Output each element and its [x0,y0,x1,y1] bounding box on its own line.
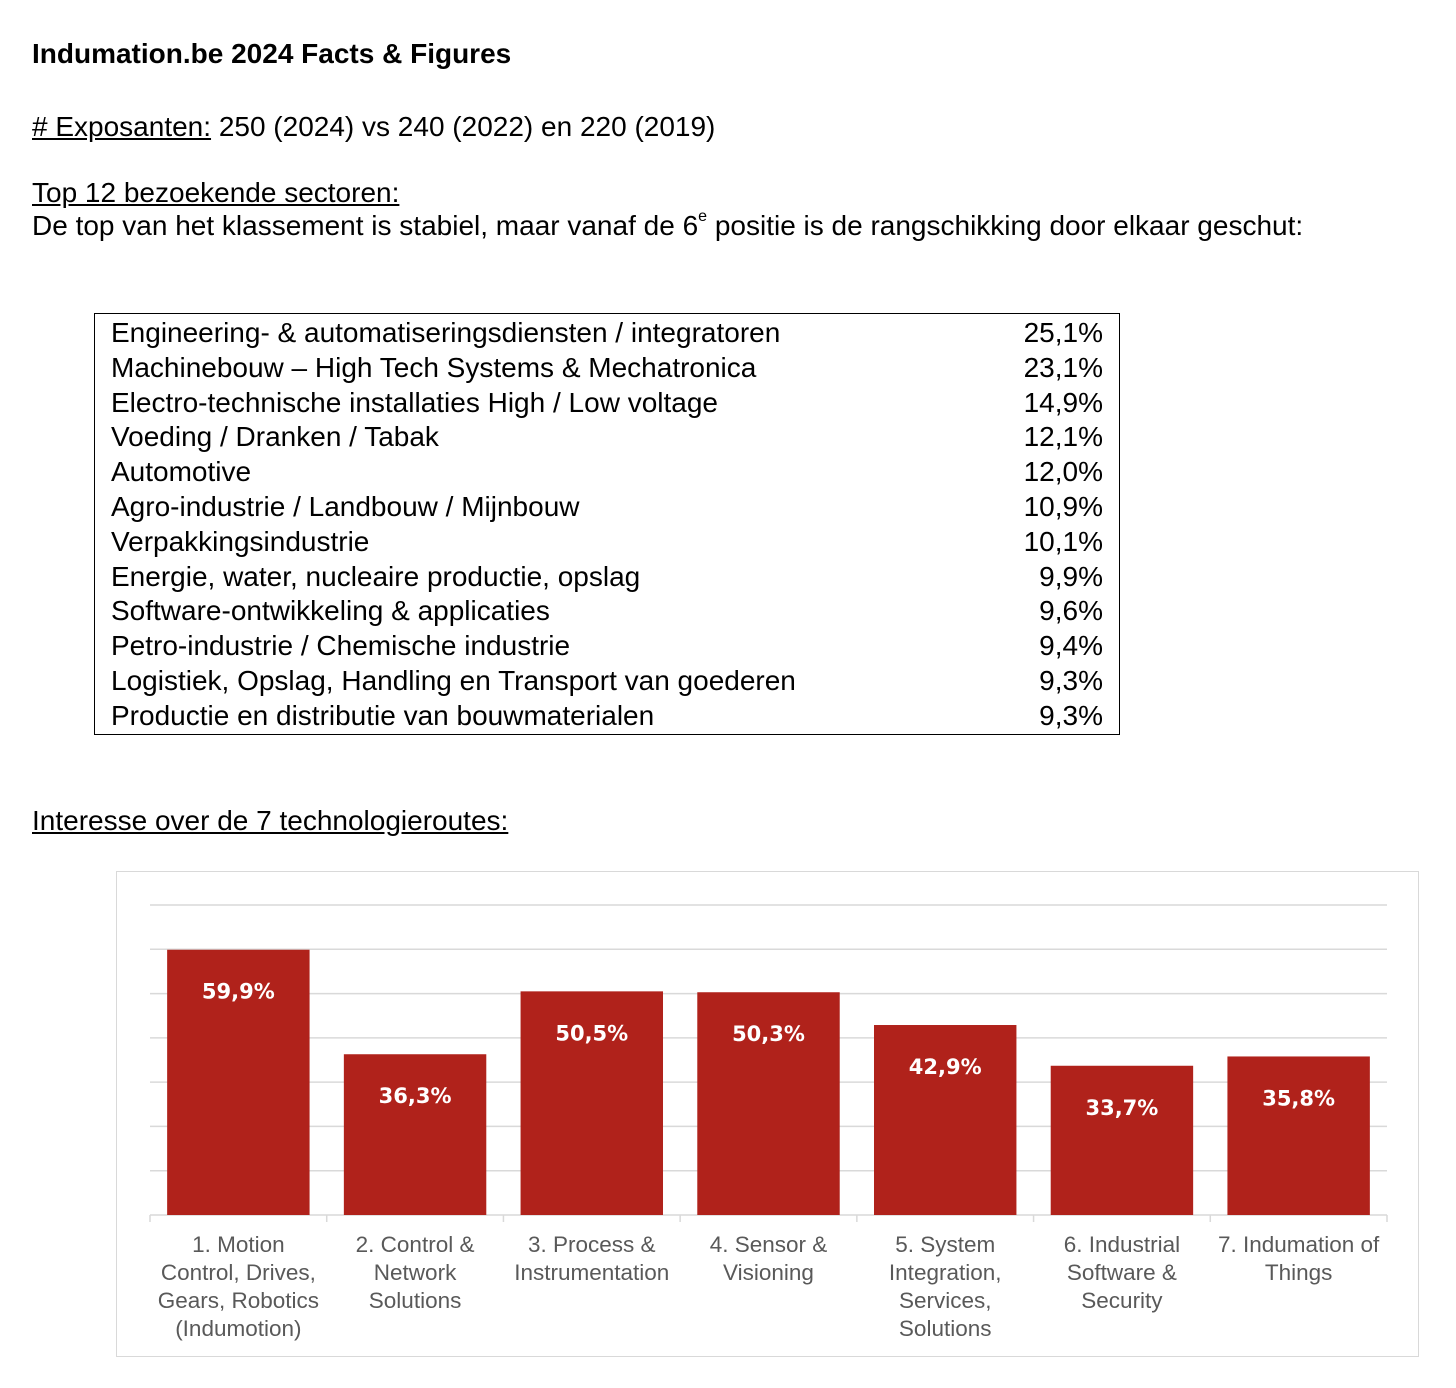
sector-name: Engineering- & automatiseringsdiensten /… [111,317,781,348]
category-label: 7. Indumation of [1218,1232,1380,1257]
bar-value-label: 42,9% [909,1055,982,1079]
sector-name: Energie, water, nucleaire productie, ops… [111,560,641,592]
sector-name: Software-ontwikkeling & applicaties [111,595,550,627]
bar [520,991,664,1215]
sector-row: Verpakkingsindustrie 10,1% [95,525,1120,560]
sector-name: Machinebouw – High Tech Systems & Mechat… [111,351,757,383]
sector-row: Electro-technische installaties High / L… [95,386,1120,421]
sector-row: Engineering- & automatiseringsdiensten /… [95,314,1120,351]
bar [343,1054,487,1215]
bar [697,992,840,1215]
category-label: 1. Motion [192,1232,285,1257]
sector-row: Automotive 12,0% [95,455,1120,490]
sector-name: Logistiek, Opslag, Handling en Transport… [111,664,796,696]
exhibitors-line: # Exposanten: 250 (2024) vs 240 (2022) e… [32,109,715,145]
sector-percentage: 25,1% [1023,317,1103,348]
category-label: Visioning [723,1260,814,1285]
sector-row: Logistiek, Opslag, Handling en Transport… [95,664,1120,699]
page-title: Indumation.be 2024 Facts & Figures [32,38,512,69]
category-label: Control, Drives, [161,1260,316,1285]
exhibitors-label: # Exposanten: [32,111,212,142]
bar [1227,1056,1370,1215]
category-label: Integration, [889,1260,1002,1285]
sector-row: Energie, water, nucleaire productie, ops… [95,560,1120,595]
category-label: Network [374,1260,457,1285]
category-label: 4. Sensor & [710,1232,828,1257]
sector-percentage: 10,1% [1023,525,1103,557]
sector-row: Productie en distributie van bouwmateria… [95,699,1120,734]
intro-superscript: e [698,208,708,225]
category-label: 3. Process & [528,1232,656,1257]
category-label: Solutions [899,1316,992,1341]
category-label: 6. Industrial [1064,1232,1180,1257]
exhibitors-text: 250 (2024) vs 240 (2022) en 220 (2019) [218,111,716,142]
sector-percentage: 12,0% [1023,456,1103,488]
category-label: Security [1081,1288,1163,1313]
routes-heading: Interesse over de 7 technologieroutes: [32,805,509,836]
sector-row: Petro-industrie / Chemische industrie 9,4… [95,629,1120,664]
category-label: Services, [899,1288,992,1313]
sector-name: Verpakkingsindustrie [111,525,370,557]
sector-percentage: 10,9% [1023,490,1103,522]
routes-chart-frame: 59,9% 1. Motion Control, Drives, Gears, Rob… [116,871,1419,1357]
bar-value-label: 33,7% [1085,1096,1158,1120]
sector-table: Engineering- & automatiseringsdiensten /… [94,313,1120,735]
sector-percentage: 14,9% [1023,386,1103,418]
sector-name: Productie en distributie van bouwmateria… [111,699,655,731]
sector-percentage: 9,9% [1039,560,1103,592]
sector-percentage: 23,1% [1023,351,1103,383]
bar-value-label: 36,3% [379,1084,452,1108]
sectors-heading: Top 12 bezoekende sectoren: [32,177,400,208]
category-label: 5. System [895,1232,995,1257]
sectors-intro: De top van het klassement is stabiel, ma… [32,209,1332,243]
category-label: (Indumotion) [175,1316,301,1341]
sector-name: Electro-technische installaties High / L… [111,386,718,418]
category-label: 2. Control & [356,1232,475,1257]
sector-row: Machinebouw – High Tech Systems & Mechat… [95,351,1120,386]
category-label: Instrumentation [514,1260,669,1285]
intro-text-start: De top van het klassement is stabiel, ma… [32,210,699,241]
routes-bar-chart: 59,9% 1. Motion Control, Drives, Gears, Rob… [149,904,1388,1341]
intro-text-end: positie is de rangschikking door elkaar … [707,210,1304,241]
sector-row: Agro-industrie / Landbouw / Mijnbouw 10,9… [95,490,1120,525]
sector-percentage: 12,1% [1023,421,1103,453]
sector-percentage: 9,3% [1039,699,1103,731]
bar-value-label: 50,5% [555,1021,628,1045]
sector-name: Automotive [111,456,252,488]
sector-percentage: 9,6% [1039,595,1103,627]
bar-value-label: 35,8% [1262,1086,1335,1110]
sector-row: Voeding / Dranken / Tabak 12,1% [95,420,1120,455]
category-label: Things [1265,1260,1333,1285]
bar [167,949,310,1215]
category-label: Software & [1067,1260,1177,1285]
bar-value-label: 59,9% [202,980,275,1004]
sector-name: Petro-industrie / Chemische industrie [111,630,571,662]
category-label: Gears, Robotics [158,1288,319,1313]
sector-name: Agro-industrie / Landbouw / Mijnbouw [111,490,580,522]
bar [1050,1065,1194,1215]
sector-percentage: 9,3% [1039,664,1103,696]
sector-name: Voeding / Dranken / Tabak [111,421,439,453]
bar-value-label: 50,3% [732,1022,805,1046]
sector-row: Software-ontwikkeling & applicaties 9,6% [95,594,1120,629]
sector-percentage: 9,4% [1039,630,1103,662]
bar [873,1025,1017,1215]
category-label: Solutions [369,1288,462,1313]
